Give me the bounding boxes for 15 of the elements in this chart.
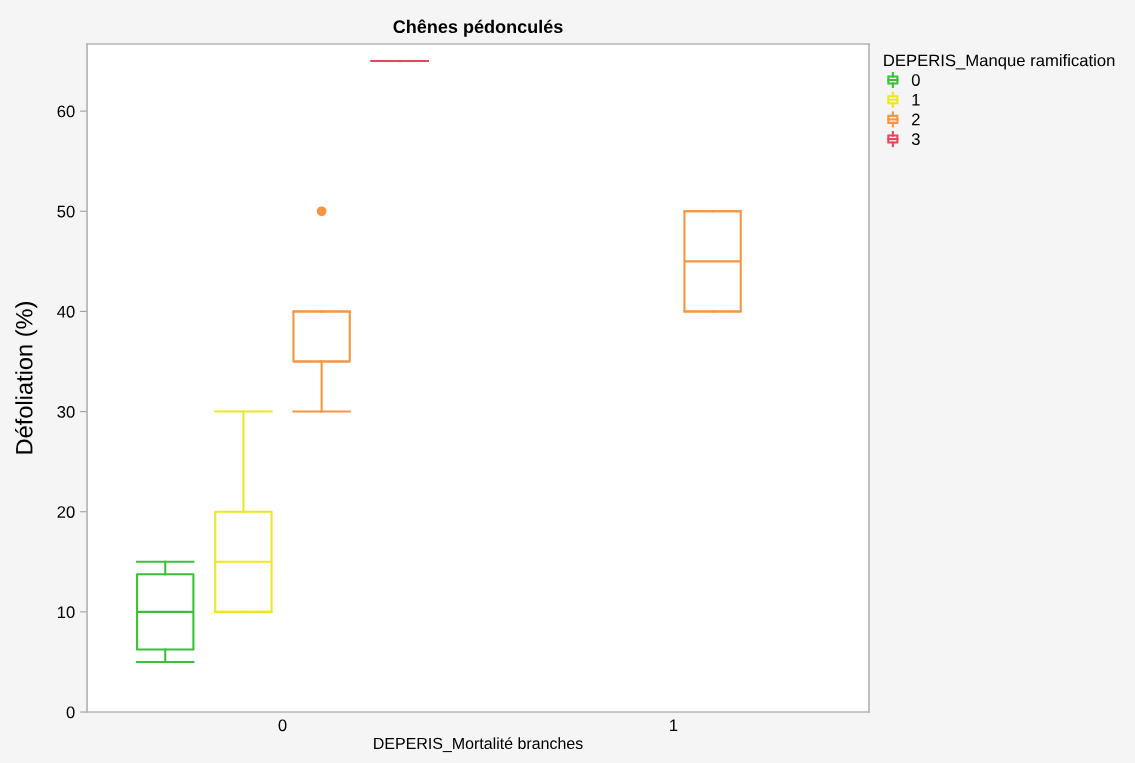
- y-tick-label: 0: [66, 706, 75, 719]
- legend-label: 0: [911, 74, 920, 86]
- y-tick-label: 40: [57, 305, 75, 318]
- legend-label: 1: [912, 94, 920, 106]
- chart-title: Chênes pédonculés: [393, 19, 563, 37]
- legend-label: 3: [911, 133, 920, 146]
- y-axis-title: Défoliation (%): [14, 302, 38, 454]
- x-axis-title: DEPERIS_Mortalité branches: [374, 737, 583, 753]
- y-tick-label: 30: [57, 405, 75, 418]
- y-tick-label: 60: [57, 105, 75, 118]
- y-tick-label: 50: [57, 205, 75, 218]
- legend-title: DEPERIS_Manque ramification: [884, 54, 1115, 70]
- y-tick-label: 20: [57, 506, 75, 518]
- y-tick-label: 10: [57, 606, 75, 619]
- legend-label: 2: [912, 113, 920, 126]
